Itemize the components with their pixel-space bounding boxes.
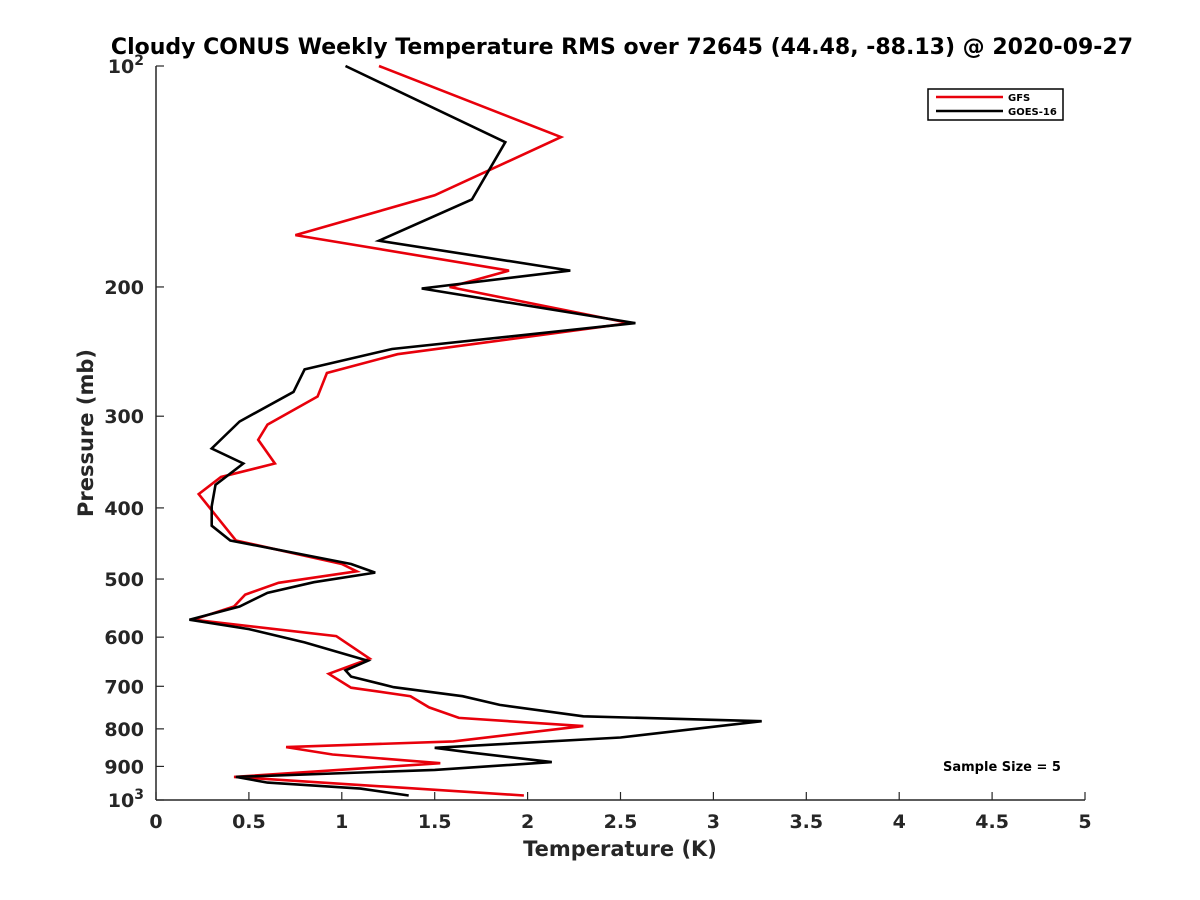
y-axis: 200 300 400 500 600 700 800 900 102 103 <box>104 53 164 812</box>
x-tick-label: 2.5 <box>604 811 638 833</box>
sample-size-annotation: Sample Size = 5 <box>943 760 1061 775</box>
x-tick-label: 3.5 <box>789 811 823 833</box>
y-axis-label: Pressure (mb) <box>74 349 98 517</box>
legend-label: GOES-16 <box>1008 107 1057 118</box>
plot-area <box>156 66 1085 800</box>
chart-title: Cloudy CONUS Weekly Temperature RMS over… <box>111 35 1133 60</box>
x-tick-label: 4.5 <box>975 811 1009 833</box>
x-axis-label: Temperature (K) <box>523 837 717 861</box>
x-tick-label: 1 <box>335 811 348 833</box>
x-tick-label: 5 <box>1078 811 1091 833</box>
y-tick-label: 500 <box>104 569 144 591</box>
legend-box <box>927 88 1064 121</box>
y-tick-label: 600 <box>104 627 144 649</box>
x-tick-label: 1.5 <box>418 811 452 833</box>
series-line-goes-16 <box>189 64 762 797</box>
y-end-tick-label: 102 <box>108 53 144 78</box>
y-tick-label: 800 <box>104 719 144 741</box>
x-tick-label: 4 <box>893 811 906 833</box>
legend: GFS GOES-16 <box>927 88 1064 121</box>
x-tick-label: 0 <box>149 811 162 833</box>
legend-label: GFS <box>1008 93 1030 104</box>
series-layer <box>189 64 762 797</box>
x-tick-label: 0.5 <box>232 811 266 833</box>
x-tick-label: 2 <box>521 811 534 833</box>
y-tick-label: 900 <box>104 756 144 778</box>
x-axis: 0 0.5 1 1.5 2 2.5 3 3.5 4 4.5 5 <box>149 792 1092 833</box>
y-tick-label: 300 <box>104 406 144 428</box>
y-tick-label: 400 <box>104 498 144 520</box>
y-end-tick-label: 103 <box>108 787 144 812</box>
x-tick-label: 3 <box>707 811 720 833</box>
y-tick-label: 700 <box>104 676 144 698</box>
y-tick-label: 200 <box>104 277 144 299</box>
